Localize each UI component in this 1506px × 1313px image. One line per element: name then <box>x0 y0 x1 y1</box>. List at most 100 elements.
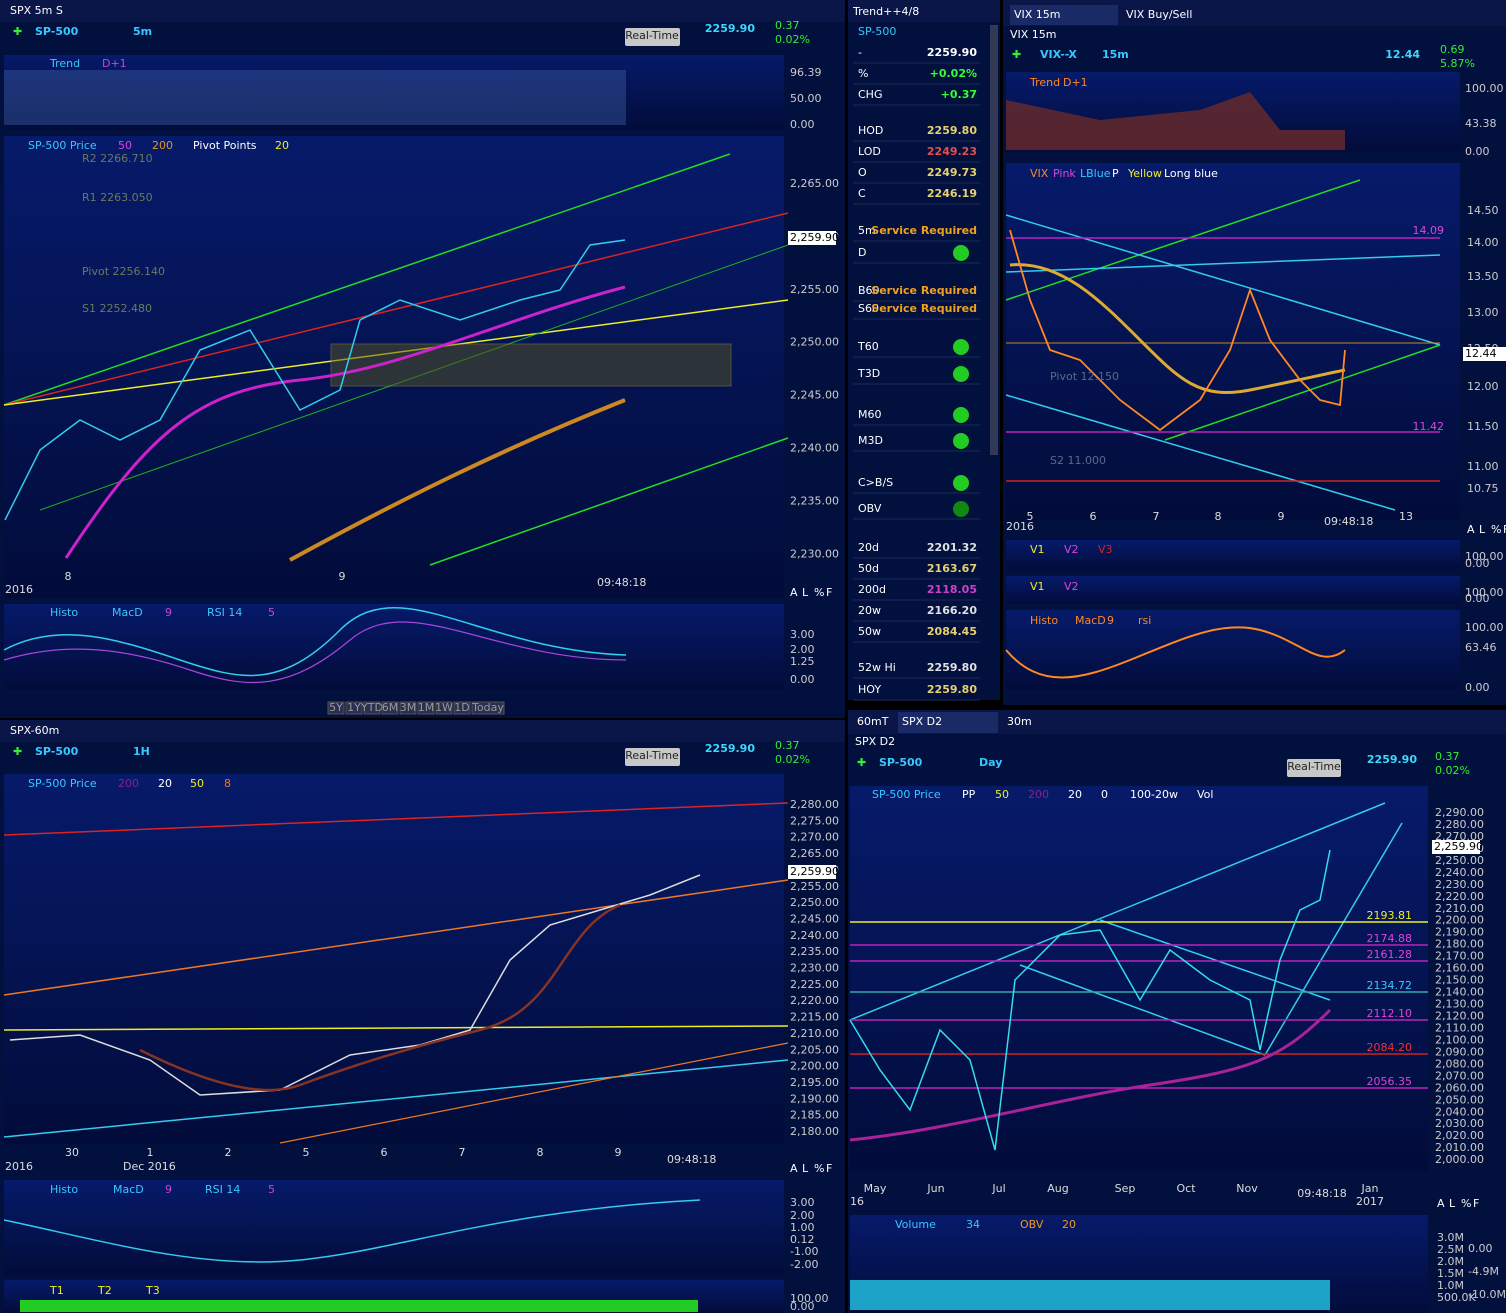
last-price-box <box>788 231 836 245</box>
interval[interactable]: 15m <box>1102 48 1129 61</box>
scale-button[interactable]: % <box>1491 523 1501 536</box>
scale-label: 63.46 <box>1465 641 1497 654</box>
scale-label: 1.25 <box>790 655 815 668</box>
real-time-button[interactable] <box>625 28 680 46</box>
range-button[interactable]: 5Y <box>329 701 343 714</box>
x-tick-label: Jul <box>991 1182 1005 1195</box>
tab-active[interactable] <box>898 712 998 733</box>
level-label: 2193.81 <box>1367 909 1413 922</box>
scale-button[interactable]: A <box>1467 523 1475 536</box>
scale-button[interactable]: F <box>1473 1197 1479 1210</box>
scale-button[interactable]: A <box>790 1162 798 1175</box>
label: Histo <box>50 1183 78 1196</box>
scale-label: 43.38 <box>1465 117 1497 130</box>
range-button[interactable]: 3M <box>400 701 417 714</box>
tab[interactable]: 30m <box>1007 715 1032 728</box>
scale-button[interactable]: % <box>1461 1197 1471 1210</box>
row-label: B60 <box>858 284 880 297</box>
range-button[interactable]: YTD <box>360 701 383 714</box>
time-label: 09:48:18 <box>667 1153 716 1166</box>
range-button[interactable]: Today <box>471 701 504 714</box>
real-time-button[interactable] <box>625 748 680 766</box>
y-tick-label: 2,240.00 <box>790 929 839 942</box>
label: V1 <box>1030 580 1045 593</box>
row-label: 200d <box>858 583 886 596</box>
scale-button[interactable]: A <box>1437 1197 1445 1210</box>
x-tick-label: 9 <box>1278 510 1285 523</box>
tab[interactable]: 60mT <box>857 715 889 728</box>
range-button[interactable]: 6M <box>382 701 399 714</box>
scale-button[interactable]: A <box>790 586 798 599</box>
scale-button[interactable]: L <box>802 1162 809 1175</box>
last-price: 2,259.90 <box>790 231 839 244</box>
y-tick-label: 2,225.00 <box>790 978 839 991</box>
window-title: SPX 5m S <box>10 4 63 17</box>
row-value: 2259.90 <box>927 46 977 59</box>
real-time-button[interactable] <box>1287 759 1341 777</box>
row-value: 2118.05 <box>927 583 977 596</box>
row-value: +0.37 <box>941 88 977 101</box>
row-label: 50w <box>858 625 881 638</box>
scale-button[interactable]: % <box>814 1162 824 1175</box>
y-tick-label: 2,255.00 <box>790 283 839 296</box>
pane <box>1006 540 1460 570</box>
scale-label: 3.0M <box>1437 1231 1464 1244</box>
label: PP <box>962 788 976 801</box>
panel <box>848 0 1000 700</box>
row-value: Service Required <box>871 224 977 237</box>
range-button[interactable]: 1M <box>418 701 435 714</box>
symbol: SP-500 <box>35 745 79 758</box>
label: Histo <box>50 606 78 619</box>
scale-button[interactable]: F <box>826 586 832 599</box>
interval[interactable]: 1H <box>133 745 150 758</box>
scale-button[interactable]: L <box>1479 523 1486 536</box>
row-value: 2201.32 <box>927 541 977 554</box>
window-title: SPX-60m <box>10 724 59 737</box>
range-button[interactable]: 1Y <box>347 701 361 714</box>
pivot-level: Pivot 2256.140 <box>82 265 165 278</box>
scale-label: 0.00 <box>1465 145 1490 158</box>
change-pct: 0.02% <box>775 33 810 46</box>
level-label: 2084.20 <box>1367 1041 1413 1054</box>
scale-button[interactable]: % <box>814 586 824 599</box>
tab-active[interactable] <box>1010 5 1118 25</box>
y-tick-label: 2,265.00 <box>790 177 839 190</box>
feed-button[interactable]: Real-Time <box>625 749 679 762</box>
y-tick-label: 2,270.00 <box>1435 830 1484 843</box>
row-value: 2259.80 <box>927 661 977 674</box>
scale-label: 0.00 <box>1465 592 1490 605</box>
row-value: 2249.73 <box>927 166 977 179</box>
row-value: 2246.19 <box>927 187 977 200</box>
scale-label: -1.00 <box>790 1245 818 1258</box>
scale-label: 0.00 <box>1468 1242 1493 1255</box>
scale-label: 50.00 <box>790 92 822 105</box>
tab[interactable]: VIX Buy/Sell <box>1126 8 1192 21</box>
level-label: 14.09 <box>1413 224 1445 237</box>
interval[interactable]: Day <box>979 756 1002 769</box>
scale-label: 100.00 <box>1465 621 1504 634</box>
change: 0.37 <box>775 739 800 752</box>
scale-button[interactable]: F <box>826 1162 832 1175</box>
scale-label: 0.00 <box>790 118 815 131</box>
scale-button[interactable]: L <box>802 586 809 599</box>
y-tick-label: 2,110.00 <box>1435 1021 1484 1034</box>
year-label: 2016 <box>5 1160 33 1173</box>
status-dot <box>953 501 969 517</box>
interval[interactable]: 5m <box>133 25 152 38</box>
scale-button[interactable]: F <box>1503 523 1506 536</box>
row-value: Service Required <box>871 284 977 297</box>
range-button[interactable]: 1W <box>435 701 453 714</box>
y-tick-label: 14.50 <box>1467 204 1499 217</box>
label: 9 <box>165 1183 172 1196</box>
scale-button[interactable]: L <box>1449 1197 1456 1210</box>
tab[interactable]: SPX D2 <box>902 715 942 728</box>
chart-header: SPX D2 <box>855 735 895 748</box>
feed-button[interactable]: Real-Time <box>625 29 679 42</box>
row-label: O <box>858 166 867 179</box>
tab[interactable]: VIX 15m <box>1014 8 1061 21</box>
y-tick-label: 2,120.00 <box>1435 1009 1484 1022</box>
range-button[interactable]: 1D <box>454 701 469 714</box>
row-label: OBV <box>858 502 882 515</box>
window-title: Trend++4/8 <box>852 5 919 18</box>
feed-button[interactable]: Real-Time <box>1287 760 1341 773</box>
